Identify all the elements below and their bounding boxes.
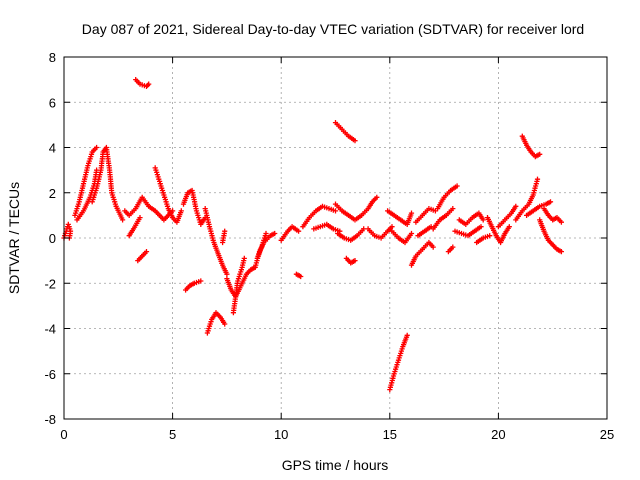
data-point — [272, 230, 278, 237]
x-tick-label: 25 — [600, 427, 614, 442]
data-point — [146, 81, 152, 87]
data-point — [137, 215, 143, 221]
data-point — [352, 258, 358, 264]
data-point — [404, 332, 410, 338]
data-point — [408, 230, 415, 237]
y-tick-label: 2 — [49, 186, 56, 201]
data-point — [120, 217, 126, 223]
x-axis-title: GPS time / hours — [282, 457, 389, 473]
data-point — [296, 228, 302, 234]
x-tick-label: 10 — [274, 427, 288, 442]
data-point — [94, 144, 100, 151]
data-point — [389, 224, 395, 230]
chart-title: Day 087 of 2021, Sidereal Day-to-day VTE… — [82, 21, 584, 37]
y-tick-label: -4 — [44, 322, 56, 337]
data-point — [450, 244, 456, 250]
data-point — [263, 230, 269, 237]
data-point — [534, 176, 541, 182]
data-point — [374, 194, 380, 200]
data-point — [558, 249, 564, 255]
data-point — [450, 206, 456, 212]
data-point — [478, 224, 484, 230]
y-tick-label: -6 — [44, 367, 56, 382]
data-point — [513, 203, 519, 209]
y-axis-title: SDTVAR / TECUs — [6, 182, 22, 294]
data-point — [537, 151, 543, 157]
data-point — [298, 273, 304, 280]
data-point — [224, 271, 230, 277]
data-point — [547, 199, 554, 205]
x-tick-label: 0 — [60, 427, 67, 442]
data-point — [480, 217, 486, 223]
data-point — [332, 208, 339, 214]
grid — [64, 57, 607, 419]
y-tick-label: 8 — [49, 50, 56, 65]
data-point — [222, 228, 228, 234]
data-point — [430, 244, 436, 250]
data-point — [241, 255, 247, 261]
data-points — [61, 77, 564, 393]
y-tick-label: 0 — [49, 231, 56, 246]
data-point — [408, 210, 415, 216]
y-tick-label: 6 — [49, 95, 56, 110]
data-point — [558, 219, 564, 225]
data-point — [222, 321, 228, 327]
x-tick-label: 20 — [491, 427, 505, 442]
data-point — [487, 233, 493, 239]
data-point — [454, 183, 460, 189]
data-point — [352, 138, 358, 144]
data-point — [361, 226, 367, 232]
x-tick-label: 15 — [383, 427, 397, 442]
y-tick-label: -2 — [44, 276, 56, 291]
y-tick-label: -8 — [44, 412, 56, 427]
data-point — [178, 208, 184, 214]
x-tick-label: 5 — [169, 427, 176, 442]
y-tick-label: 4 — [49, 141, 56, 156]
axes-ticks: 0 5 10 15 20 25 -8 -6 -4 -2 0 2 4 6 8 — [44, 50, 614, 442]
data-point — [506, 224, 512, 230]
data-point — [198, 278, 204, 284]
data-point — [143, 249, 150, 255]
